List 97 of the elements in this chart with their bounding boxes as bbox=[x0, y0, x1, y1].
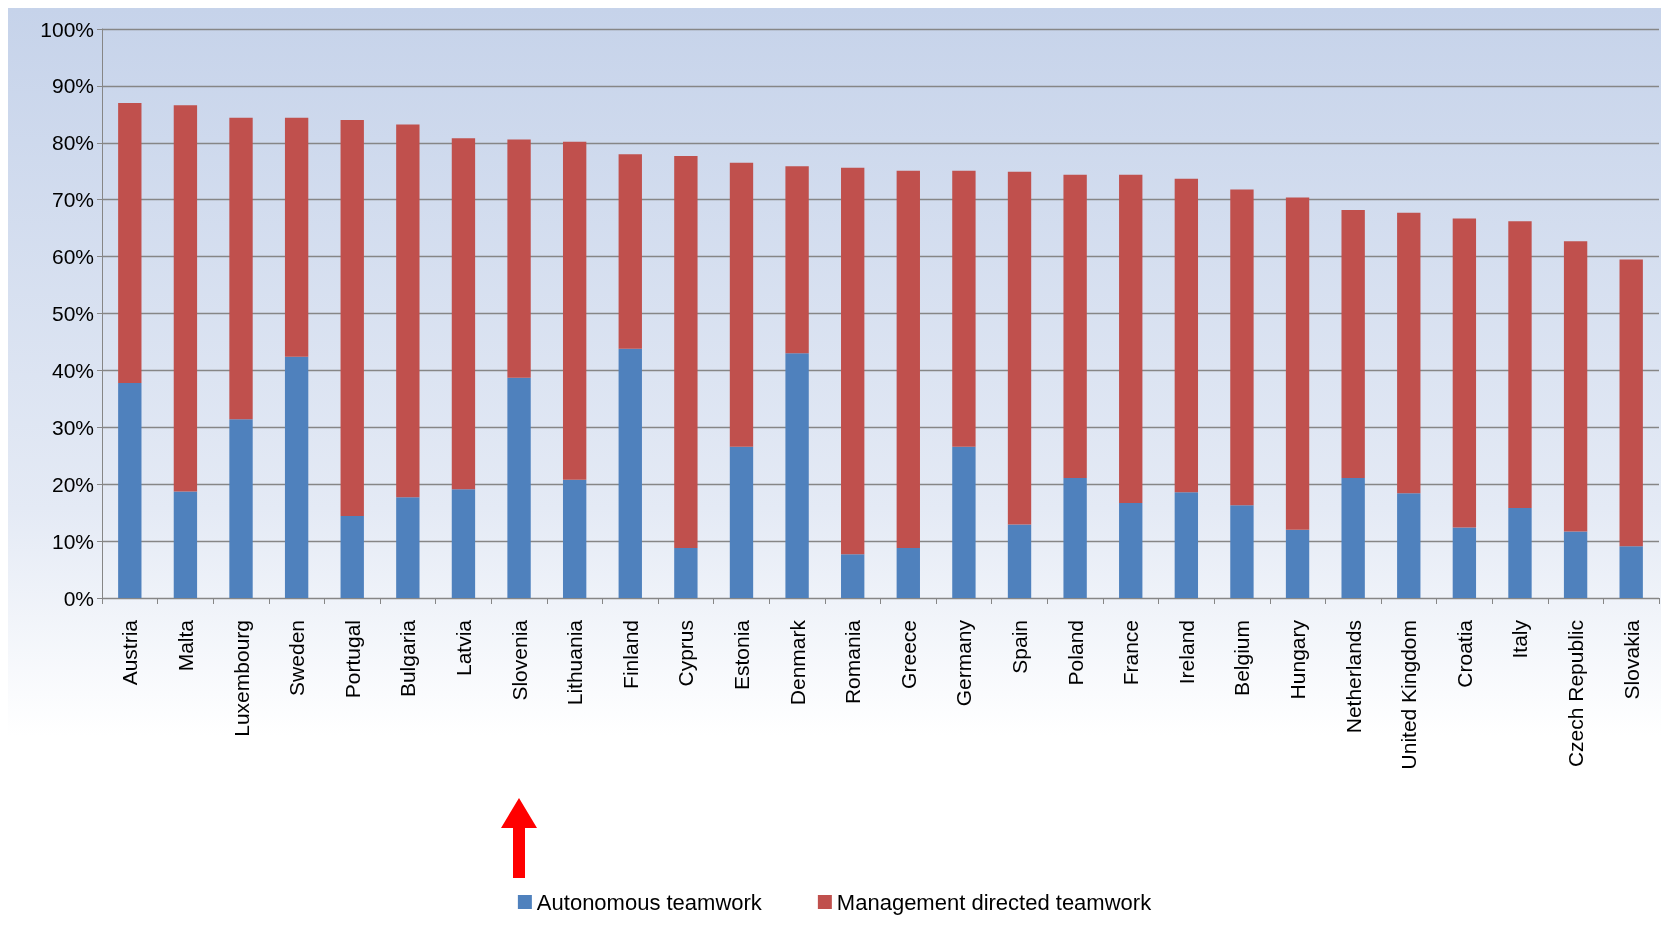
x-tick-label: Estonia bbox=[729, 619, 753, 691]
bar bbox=[1063, 477, 1087, 598]
bar bbox=[118, 382, 142, 598]
x-tick-label: Greece bbox=[896, 620, 920, 689]
bar bbox=[340, 516, 364, 598]
x-tick-label: Poland bbox=[1063, 620, 1087, 686]
bar bbox=[1063, 174, 1087, 478]
x-tick-label: Luxembourg bbox=[229, 620, 253, 737]
bar bbox=[674, 155, 698, 548]
bar bbox=[1119, 502, 1143, 598]
x-tick-label: Hungary bbox=[1286, 619, 1310, 700]
bar bbox=[1119, 174, 1143, 503]
bar bbox=[1341, 209, 1365, 478]
x-tick-label: Austria bbox=[118, 619, 142, 686]
y-tick-label: 30% bbox=[51, 415, 94, 439]
bar bbox=[507, 139, 531, 378]
bar bbox=[729, 446, 754, 598]
x-tick-label: Germany bbox=[952, 619, 976, 707]
x-tick-label: Cyprus bbox=[674, 620, 698, 687]
bar bbox=[1452, 527, 1477, 598]
y-tick-label: 40% bbox=[51, 358, 94, 382]
bar bbox=[1452, 218, 1477, 528]
bar bbox=[1007, 171, 1032, 525]
bar bbox=[785, 353, 809, 598]
x-tick-label: Italy bbox=[1508, 619, 1532, 659]
y-tick-label: 20% bbox=[51, 472, 94, 496]
bar bbox=[1563, 531, 1588, 598]
bar bbox=[1397, 493, 1421, 598]
bar bbox=[284, 356, 309, 598]
bar bbox=[618, 348, 642, 598]
bar bbox=[396, 497, 420, 598]
bar bbox=[1174, 178, 1199, 493]
x-tick-label: Netherlands bbox=[1341, 620, 1365, 734]
x-tick-label: Denmark bbox=[785, 619, 809, 706]
bar bbox=[1563, 241, 1588, 532]
bar bbox=[507, 377, 531, 598]
x-tick-label: Belgium bbox=[1230, 620, 1254, 696]
x-tick-label: Croatia bbox=[1452, 619, 1476, 688]
x-tick-label: Sweden bbox=[285, 620, 309, 696]
bar bbox=[952, 170, 976, 447]
bar bbox=[118, 102, 142, 383]
bar bbox=[1230, 505, 1254, 598]
bar bbox=[1397, 212, 1421, 494]
x-tick-label: Spain bbox=[1008, 620, 1032, 674]
bar bbox=[785, 166, 809, 354]
bar bbox=[896, 170, 920, 548]
y-tick-label: 100% bbox=[40, 17, 94, 41]
x-tick-label: Finland bbox=[618, 620, 642, 689]
bar bbox=[1619, 259, 1643, 547]
x-tick-label: France bbox=[1119, 620, 1143, 686]
bar bbox=[1508, 221, 1532, 509]
y-tick-label: 50% bbox=[51, 302, 94, 325]
bar bbox=[1508, 508, 1532, 598]
bar bbox=[618, 154, 642, 349]
bar bbox=[1007, 524, 1032, 598]
bar bbox=[451, 138, 476, 490]
bar bbox=[562, 479, 587, 598]
bar bbox=[340, 120, 364, 517]
x-tick-label: Slovenia bbox=[507, 619, 531, 701]
y-tick-label: 10% bbox=[51, 529, 94, 553]
bar bbox=[1174, 492, 1199, 598]
bar bbox=[284, 117, 309, 357]
y-tick-label: 60% bbox=[51, 245, 94, 269]
bar bbox=[562, 141, 587, 480]
legend-label: Autonomous teamwork bbox=[536, 889, 763, 915]
x-tick-label: United Kingdom bbox=[1397, 620, 1421, 770]
x-tick-label: Ireland bbox=[1174, 620, 1198, 685]
bar bbox=[1619, 546, 1643, 598]
bar bbox=[1285, 529, 1310, 598]
bar bbox=[841, 554, 865, 598]
bar bbox=[173, 105, 198, 492]
y-tick-label: 80% bbox=[51, 131, 94, 155]
bar bbox=[841, 167, 865, 555]
legend-label: Management directed teamwork bbox=[836, 889, 1153, 915]
x-tick-label: Portugal bbox=[340, 620, 364, 699]
bar bbox=[896, 547, 920, 598]
bar bbox=[729, 162, 754, 447]
x-tick-label: Romania bbox=[841, 619, 865, 705]
x-tick-label: Latvia bbox=[451, 619, 475, 677]
bar bbox=[396, 124, 420, 498]
bar bbox=[229, 117, 253, 420]
y-tick-label: 70% bbox=[51, 188, 94, 212]
y-tick-label: 90% bbox=[51, 74, 94, 98]
x-tick-label: Czech Republic bbox=[1564, 620, 1588, 768]
x-tick-label: Bulgaria bbox=[396, 619, 420, 698]
x-tick-label: Malta bbox=[173, 619, 197, 672]
bar bbox=[952, 446, 976, 598]
bar bbox=[1341, 477, 1365, 598]
bar bbox=[451, 489, 476, 598]
x-tick-label: Slovakia bbox=[1619, 619, 1643, 700]
x-tick-label: Lithuania bbox=[563, 619, 587, 706]
bar bbox=[1230, 189, 1254, 506]
bar bbox=[229, 419, 253, 598]
bar bbox=[173, 491, 198, 598]
bar bbox=[674, 547, 698, 598]
bar bbox=[1285, 197, 1310, 530]
y-tick-label: 0% bbox=[63, 586, 94, 610]
